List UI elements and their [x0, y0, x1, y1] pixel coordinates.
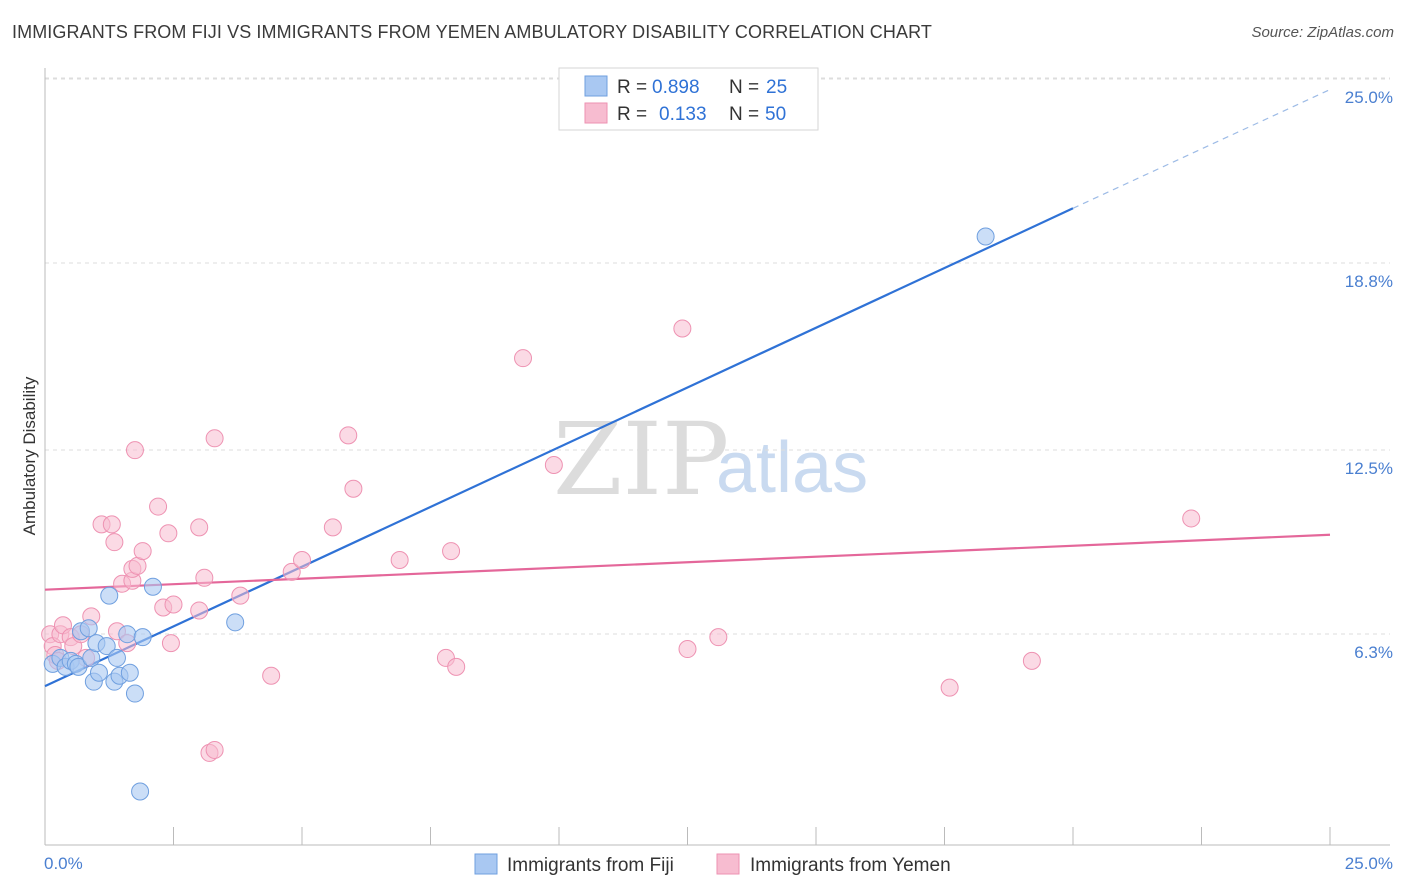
point-fiji-24 — [976, 227, 995, 246]
correlation-legend: R = 0.898 N = 25 R = 0.133 N = 50 — [558, 67, 819, 131]
point-yemen-51 — [1182, 509, 1201, 528]
data-points — [41, 227, 1201, 801]
chart-title: IMMIGRANTS FROM FIJI VS IMMIGRANTS FROM … — [12, 22, 932, 42]
point-yemen-31 — [205, 740, 224, 759]
legend-yemen-n-label: N = — [729, 104, 759, 125]
point-fiji-12 — [97, 637, 116, 656]
series-legend: Immigrants from Fiji Immigrants from Yem… — [474, 853, 951, 876]
trend-lines — [44, 89, 1331, 688]
point-yemen-39 — [344, 479, 363, 498]
legend-yemen-r-value: 0.133 — [659, 104, 707, 125]
legend-fiji-r-label: R = — [617, 77, 647, 98]
point-yemen-50 — [1022, 651, 1041, 670]
y-axis-label: Ambulatory Disability — [20, 376, 39, 535]
point-yemen-36 — [293, 550, 311, 569]
y-tick-label-1: 12.5% — [1345, 459, 1393, 478]
point-yemen-32 — [205, 429, 224, 448]
point-fiji-22 — [131, 782, 150, 801]
point-yemen-38 — [339, 426, 358, 445]
legend-yemen-n-value: 50 — [765, 104, 786, 125]
point-yemen-28 — [190, 601, 209, 620]
point-fiji-23 — [226, 613, 245, 632]
point-fiji-17 — [118, 625, 137, 644]
point-yemen-26 — [161, 634, 180, 653]
y-tick-label-2: 18.8% — [1345, 272, 1393, 291]
watermark: ZIP atlas — [553, 401, 868, 518]
legend-swatch-fiji — [584, 75, 608, 97]
point-yemen-46 — [673, 319, 692, 338]
trend-line-fiji-extension — [1072, 89, 1331, 209]
bottom-legend-swatch-yemen — [716, 853, 740, 875]
trend-line-yemen — [44, 533, 1331, 591]
point-fiji-21 — [143, 577, 162, 596]
point-fiji-8 — [79, 619, 98, 638]
watermark-atlas: atlas — [716, 428, 868, 508]
point-yemen-33 — [231, 586, 250, 605]
point-yemen-48 — [709, 628, 728, 647]
legend-fiji-n-value: 25 — [766, 77, 787, 98]
gridlines — [45, 77, 1390, 635]
y-tick-labels: 6.3% 12.5% 18.8% 25.0% — [1345, 88, 1393, 662]
legend-fiji-r-value: 0.898 — [652, 77, 700, 98]
source-credit: Source: ZipAtlas.com — [1251, 24, 1394, 41]
point-yemen-43 — [447, 657, 466, 676]
bottom-legend-fiji: Immigrants from Fiji — [507, 855, 674, 876]
point-yemen-25 — [164, 595, 183, 614]
watermark-zip: ZIP — [553, 401, 729, 518]
trend-line-fiji — [44, 207, 1074, 688]
point-yemen-47 — [678, 640, 697, 659]
point-yemen-13 — [105, 533, 124, 552]
point-yemen-24 — [159, 524, 178, 543]
x-tick-label-left: 0.0% — [44, 854, 83, 873]
point-yemen-12 — [102, 515, 121, 534]
point-yemen-45 — [544, 456, 563, 475]
legend-yemen-r-label: R = — [617, 104, 647, 125]
point-fiji-18 — [120, 663, 139, 682]
point-fiji-6 — [69, 657, 88, 676]
point-yemen-40 — [390, 550, 409, 569]
point-fiji-19 — [125, 684, 144, 703]
bottom-legend-swatch-fiji — [474, 853, 498, 875]
point-yemen-44 — [514, 349, 533, 368]
point-fiji-20 — [133, 628, 152, 647]
point-fiji-11 — [89, 663, 108, 682]
legend-swatch-yemen — [584, 102, 608, 124]
point-yemen-37 — [323, 518, 342, 537]
point-fiji-13 — [100, 586, 119, 605]
point-yemen-19 — [125, 441, 144, 460]
legend-fiji-n-label: N = — [729, 77, 759, 98]
point-yemen-42 — [442, 542, 461, 561]
axes — [44, 68, 1390, 846]
bottom-legend-yemen: Immigrants from Yemen — [750, 855, 951, 876]
point-fiji-15 — [107, 648, 126, 667]
point-yemen-22 — [149, 497, 168, 516]
y-tick-label-3: 25.0% — [1345, 88, 1393, 107]
y-tick-label-0: 6.3% — [1354, 643, 1393, 662]
point-yemen-35 — [282, 562, 301, 581]
point-yemen-27 — [190, 518, 209, 537]
point-yemen-49 — [940, 678, 959, 697]
point-yemen-21 — [133, 542, 152, 561]
point-yemen-29 — [195, 568, 214, 587]
point-yemen-34 — [262, 666, 281, 685]
x-tick-label-right: 25.0% — [1345, 854, 1393, 873]
